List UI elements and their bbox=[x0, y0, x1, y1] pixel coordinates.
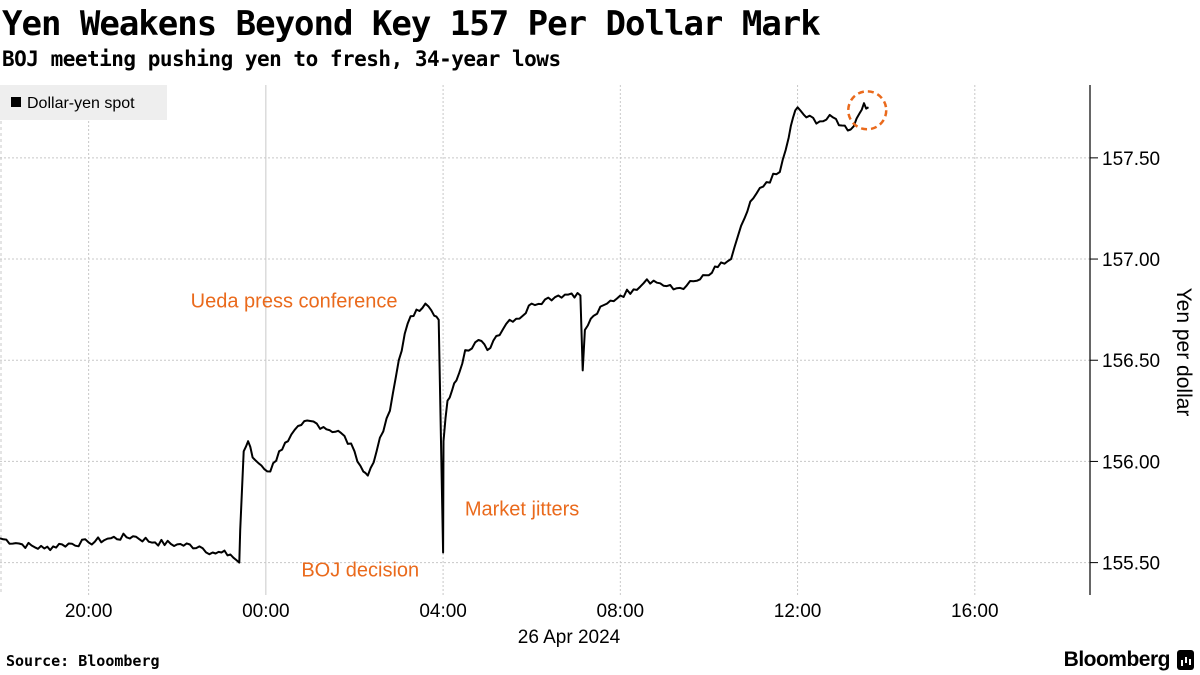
y-axis-title: Yen per dollar bbox=[1172, 288, 1195, 417]
annotation-label: Market jitters bbox=[465, 499, 579, 521]
y-tick-label: 155.50 bbox=[1102, 554, 1160, 575]
legend-background bbox=[0, 85, 167, 120]
y-tick-label: 157.00 bbox=[1102, 250, 1160, 271]
legend-label: Dollar-yen spot bbox=[27, 95, 135, 112]
y-tick-label: 156.00 bbox=[1102, 452, 1160, 473]
x-tick-label: 08:00 bbox=[597, 601, 645, 622]
highlight-circle bbox=[846, 90, 888, 131]
y-axis: 155.50 156.00 156.50 157.00 157.50 bbox=[1089, 85, 1160, 595]
annotation-label: BOJ decision bbox=[301, 560, 419, 582]
x-tick-label: 16:00 bbox=[951, 601, 999, 622]
series-layer bbox=[0, 102, 869, 564]
legend: Dollar-yen spot bbox=[0, 85, 167, 120]
y-tick-label: 157.50 bbox=[1102, 149, 1160, 170]
annotation-label: Ueda press conference bbox=[191, 291, 398, 313]
series-line-dollar-yen bbox=[0, 102, 869, 564]
y-tick-label: 156.50 bbox=[1102, 351, 1160, 372]
x-axis-date-label: 26 Apr 2024 bbox=[518, 627, 621, 648]
x-tick-label: 20:00 bbox=[65, 601, 113, 622]
x-tick-label: 00:00 bbox=[242, 601, 290, 622]
source-note: Source: Bloomberg bbox=[6, 652, 160, 670]
legend-swatch bbox=[11, 97, 21, 107]
x-tick-label: 04:00 bbox=[419, 601, 467, 622]
chart-subtitle: BOJ meeting pushing yen to fresh, 34-yea… bbox=[2, 47, 561, 71]
x-tick-label: 12:00 bbox=[774, 601, 822, 622]
chart-title: Yen Weakens Beyond Key 157 Per Dollar Ma… bbox=[2, 4, 821, 44]
annotations: Ueda press conference BOJ decision Market … bbox=[191, 90, 888, 582]
bloomberg-logo: Bloomberg bbox=[1063, 648, 1171, 671]
bloomberg-chart-icon bbox=[1177, 650, 1194, 670]
x-axis: 20:00 00:00 04:00 08:00 12:00 16:00 bbox=[65, 601, 999, 622]
